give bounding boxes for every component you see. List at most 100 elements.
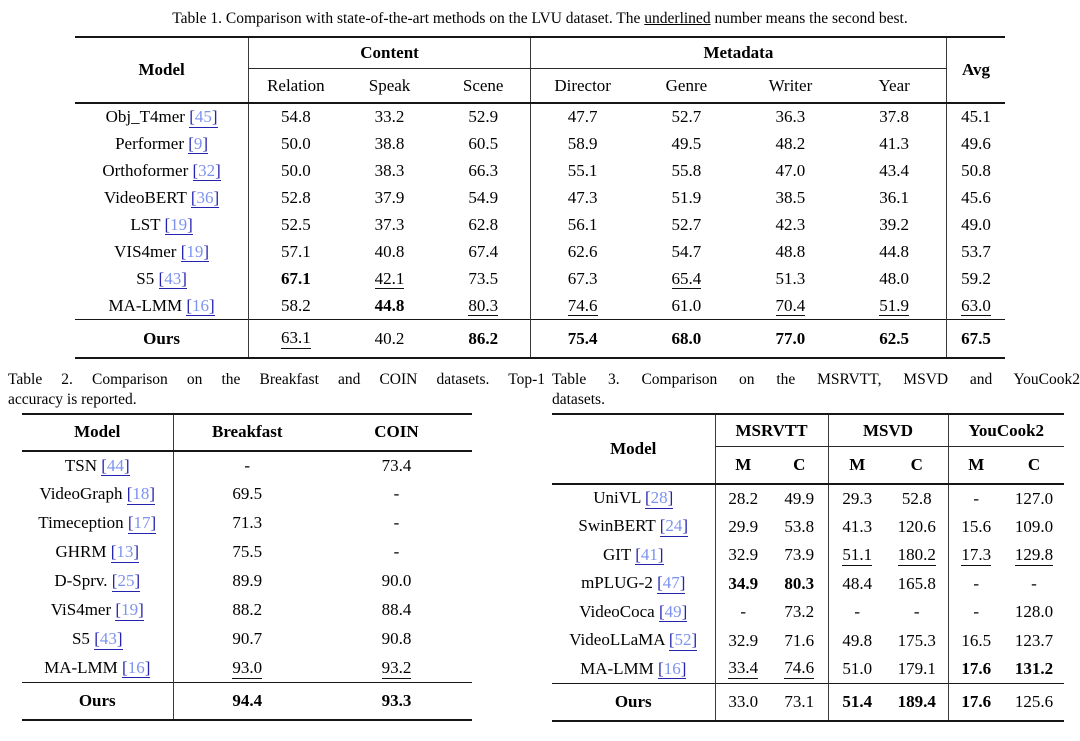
citation-link[interactable]: [17] — [127, 513, 157, 534]
metric-cell: 37.3 — [343, 212, 437, 239]
header-row-groups: Model MSRVTT MSVD YouCook2 — [552, 413, 1065, 485]
citation-link[interactable]: [28] — [644, 488, 674, 509]
breakfast-coin-table: Model Breakfast COIN TSN [44] -73.4 VideoGrap… — [22, 412, 472, 722]
table-row: Obj_T4mer [45] 54.8 33.2 52.9 47.7 52.7 36.3 37… — [75, 102, 1005, 131]
metric-cell: 51.9 — [634, 185, 738, 212]
metric-cell: 73.2 — [771, 598, 828, 627]
metric-value: 175.3 — [897, 630, 936, 650]
metric-cell: 39.2 — [842, 212, 946, 239]
metric-value: 67.1 — [281, 269, 311, 289]
citation-link[interactable]: [19] — [180, 241, 210, 263]
captioning-results-table: Model MSRVTT MSVD YouCook2 M C M C M C UniVL [28] 2… — [552, 412, 1065, 722]
metric-value: 127.0 — [1014, 488, 1054, 508]
citation-link[interactable]: [16] — [122, 657, 151, 679]
citation-number: 43 — [99, 629, 117, 649]
citation-number: 13 — [116, 542, 134, 562]
model-name: Ours — [614, 691, 652, 711]
col-header-model: Model — [22, 413, 173, 452]
metric-cell: - — [886, 598, 948, 627]
citation-link[interactable]: [52] — [668, 630, 698, 651]
citation-link[interactable]: [19] — [164, 214, 193, 236]
metric-value: 49.9 — [784, 488, 815, 508]
metric-value: - — [973, 573, 980, 593]
citation-link[interactable]: [43] — [158, 268, 187, 290]
metric-cell: 52.8 — [886, 484, 948, 513]
metric-value: 93.0 — [232, 657, 263, 679]
metric-cell: 68.0 — [634, 319, 739, 359]
model-name: SwinBERT — [578, 516, 656, 536]
metric-cell: 179.1 — [886, 655, 948, 684]
citation-link[interactable]: [32] — [192, 160, 221, 182]
citation-link[interactable]: [24] — [659, 516, 689, 537]
citation-link[interactable]: [49] — [658, 601, 688, 623]
metric-value: 94.4 — [232, 691, 263, 711]
metric-cell: 52.7 — [634, 212, 738, 239]
table-row: S5 [43] 67.1 42.1 73.5 67.3 65.4 51.3 48.0 59.2 — [75, 265, 1005, 293]
metric-cell: 165.8 — [886, 569, 948, 598]
metric-value: 74.6 — [784, 658, 815, 680]
citation-link[interactable]: [45] — [189, 106, 218, 128]
citation-link[interactable]: [41] — [635, 544, 664, 566]
table-row: GHRM [13] 75.5 - — [22, 537, 472, 567]
metric-cell: 28.2 — [714, 483, 771, 513]
citation-link[interactable]: [9] — [188, 133, 209, 155]
citation-link[interactable]: [25] — [111, 571, 141, 592]
metric-cell: - — [321, 480, 472, 509]
metric-cell: 63.0 — [945, 292, 1005, 320]
metric-cell: 66.3 — [436, 158, 530, 185]
metric-cell: 67.1 — [248, 265, 343, 293]
model-cell: GHRM [13] — [22, 538, 173, 567]
metric-value: 55.1 — [567, 161, 598, 181]
metric-value: 68.0 — [671, 328, 702, 348]
metric-value: - — [854, 602, 861, 622]
model-cell: VideoLLaMA [52] — [552, 626, 715, 655]
metric-value: 51.9 — [879, 295, 910, 317]
metric-value: 57.1 — [281, 242, 311, 262]
citation-link[interactable]: [19] — [115, 600, 144, 621]
metric-value: 52.8 — [281, 188, 311, 208]
metric-value: 59.2 — [961, 269, 991, 289]
citation-link[interactable]: [43] — [94, 629, 123, 650]
col-group-metadata: Metadata — [529, 36, 947, 70]
model-cell: VideoCoca [49] — [552, 598, 715, 627]
model-cell: VideoGraph [18] — [22, 480, 173, 509]
model-name: Obj_T4mer — [105, 106, 185, 126]
metric-value: 51.0 — [842, 658, 873, 678]
table-row: S5 [43] 90.7 90.8 — [22, 624, 472, 654]
model-name: Timeception — [38, 513, 124, 533]
citation-link[interactable]: [36] — [190, 187, 220, 209]
citation-link[interactable]: [44] — [101, 455, 130, 477]
metric-cell: 57.1 — [248, 238, 343, 266]
citation-link[interactable]: [13] — [110, 542, 140, 563]
col-group-content: Content — [248, 36, 531, 70]
metric-value: 65.4 — [671, 268, 702, 290]
metric-cell: 51.4 — [827, 682, 887, 721]
citation-link[interactable]: [18] — [126, 484, 156, 505]
metric-value: 51.9 — [671, 188, 702, 208]
metric-cell: 53.8 — [771, 512, 828, 541]
metric-cell: 51.1 — [827, 540, 887, 570]
model-cell: LST [19] — [75, 212, 249, 239]
metric-value: 47.3 — [567, 188, 598, 208]
metric-cell: 70.4 — [738, 293, 842, 320]
citation-link[interactable]: [47] — [657, 573, 686, 594]
metric-cell: 42.3 — [738, 212, 842, 239]
metric-cell: 17.6 — [947, 654, 1005, 684]
metric-cell: 41.3 — [842, 131, 946, 158]
metric-cell: 48.2 — [738, 131, 842, 158]
metric-value: 44.8 — [879, 242, 910, 262]
metric-cell: 38.3 — [343, 158, 437, 185]
metric-cell: 38.5 — [738, 185, 842, 212]
metric-value: 89.9 — [232, 571, 263, 591]
metric-value: 37.8 — [879, 107, 910, 127]
citation-link[interactable]: [16] — [658, 658, 687, 680]
metric-value: 125.6 — [1014, 691, 1054, 711]
table-row: UniVL [28] 28.2 49.9 29.3 52.8 - 127.0 — [552, 483, 1064, 513]
metric-cell: 48.8 — [738, 239, 842, 266]
metric-value: 189.4 — [897, 691, 936, 711]
metric-value: 93.2 — [381, 657, 412, 679]
citation-link[interactable]: [16] — [186, 295, 215, 317]
right-column: Table 3. Comparison on the MSRVTT, MSVD … — [545, 370, 1080, 722]
col-subheader-c: C — [886, 446, 949, 485]
